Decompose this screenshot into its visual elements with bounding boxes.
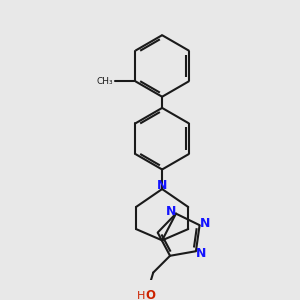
Text: CH₃: CH₃ xyxy=(97,77,114,86)
Text: H: H xyxy=(137,291,146,300)
Text: N: N xyxy=(157,179,167,192)
Text: N: N xyxy=(166,205,176,218)
Text: O: O xyxy=(146,289,155,300)
Text: N: N xyxy=(196,247,207,260)
Text: N: N xyxy=(200,217,210,230)
